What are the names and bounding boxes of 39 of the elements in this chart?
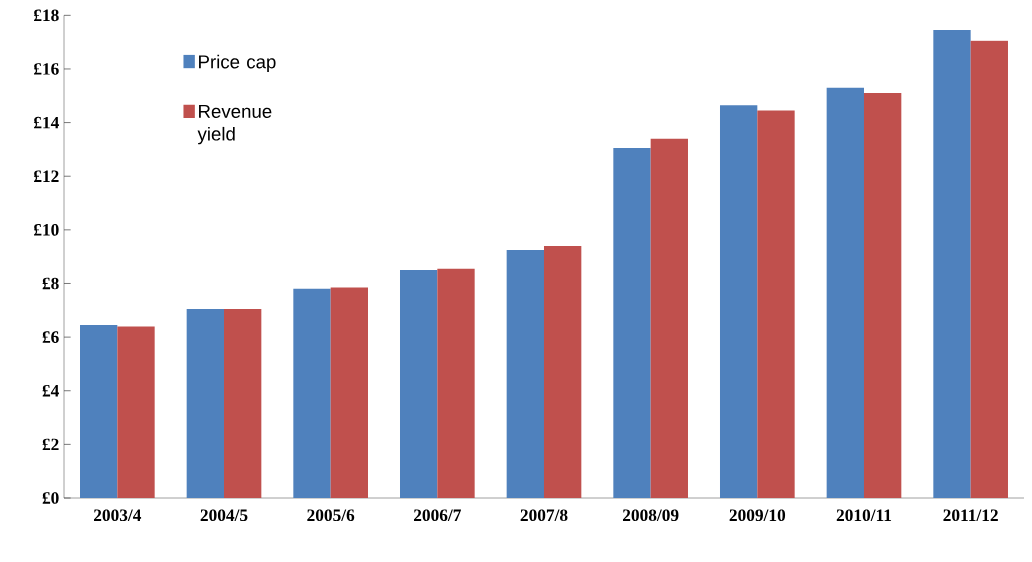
x-tick-label: 2008/09 (622, 509, 679, 522)
bar (933, 30, 971, 498)
bar (117, 326, 155, 498)
bar (613, 148, 651, 498)
y-tick-label: £18 (33, 9, 59, 22)
y-tick-label: £12 (33, 170, 59, 182)
bar (719, 105, 758, 498)
y-tick-label: £14 (33, 116, 59, 129)
legend-label: Price cap (199, 54, 276, 73)
x-tick-label: 2011/12 (943, 509, 998, 522)
y-tick-label: £6 (42, 331, 59, 343)
legend-label: Revenue yield (197, 104, 272, 145)
y-tick-label: £8 (42, 277, 59, 290)
x-tick-label: 2004/5 (200, 509, 248, 522)
y-tick-label: £2 (42, 438, 59, 451)
y-tick-label: £0 (42, 492, 59, 504)
x-tick-label: 2010/11 (836, 509, 892, 522)
x-tick-label: 2007/8 (520, 509, 568, 522)
y-tick-label: £10 (33, 224, 59, 236)
y-tick-label: £16 (33, 63, 59, 75)
bar (543, 245, 582, 498)
bar (293, 288, 331, 498)
bar (970, 40, 1008, 498)
bar (400, 270, 438, 498)
x-tick-label: 2005/6 (307, 509, 355, 522)
x-tick-label: 2009/10 (729, 509, 786, 522)
bar (826, 87, 864, 498)
bar (650, 138, 688, 498)
bar (757, 110, 795, 498)
x-tick-label: 2003/4 (93, 509, 142, 522)
bar (437, 268, 475, 498)
bar (506, 249, 544, 498)
bar (224, 308, 262, 498)
bar (186, 308, 224, 498)
x-tick-label: 2006/7 (413, 509, 461, 522)
bar (863, 93, 902, 498)
bar (330, 287, 368, 498)
y-tick-label: £4 (42, 385, 59, 397)
bar (80, 325, 118, 498)
